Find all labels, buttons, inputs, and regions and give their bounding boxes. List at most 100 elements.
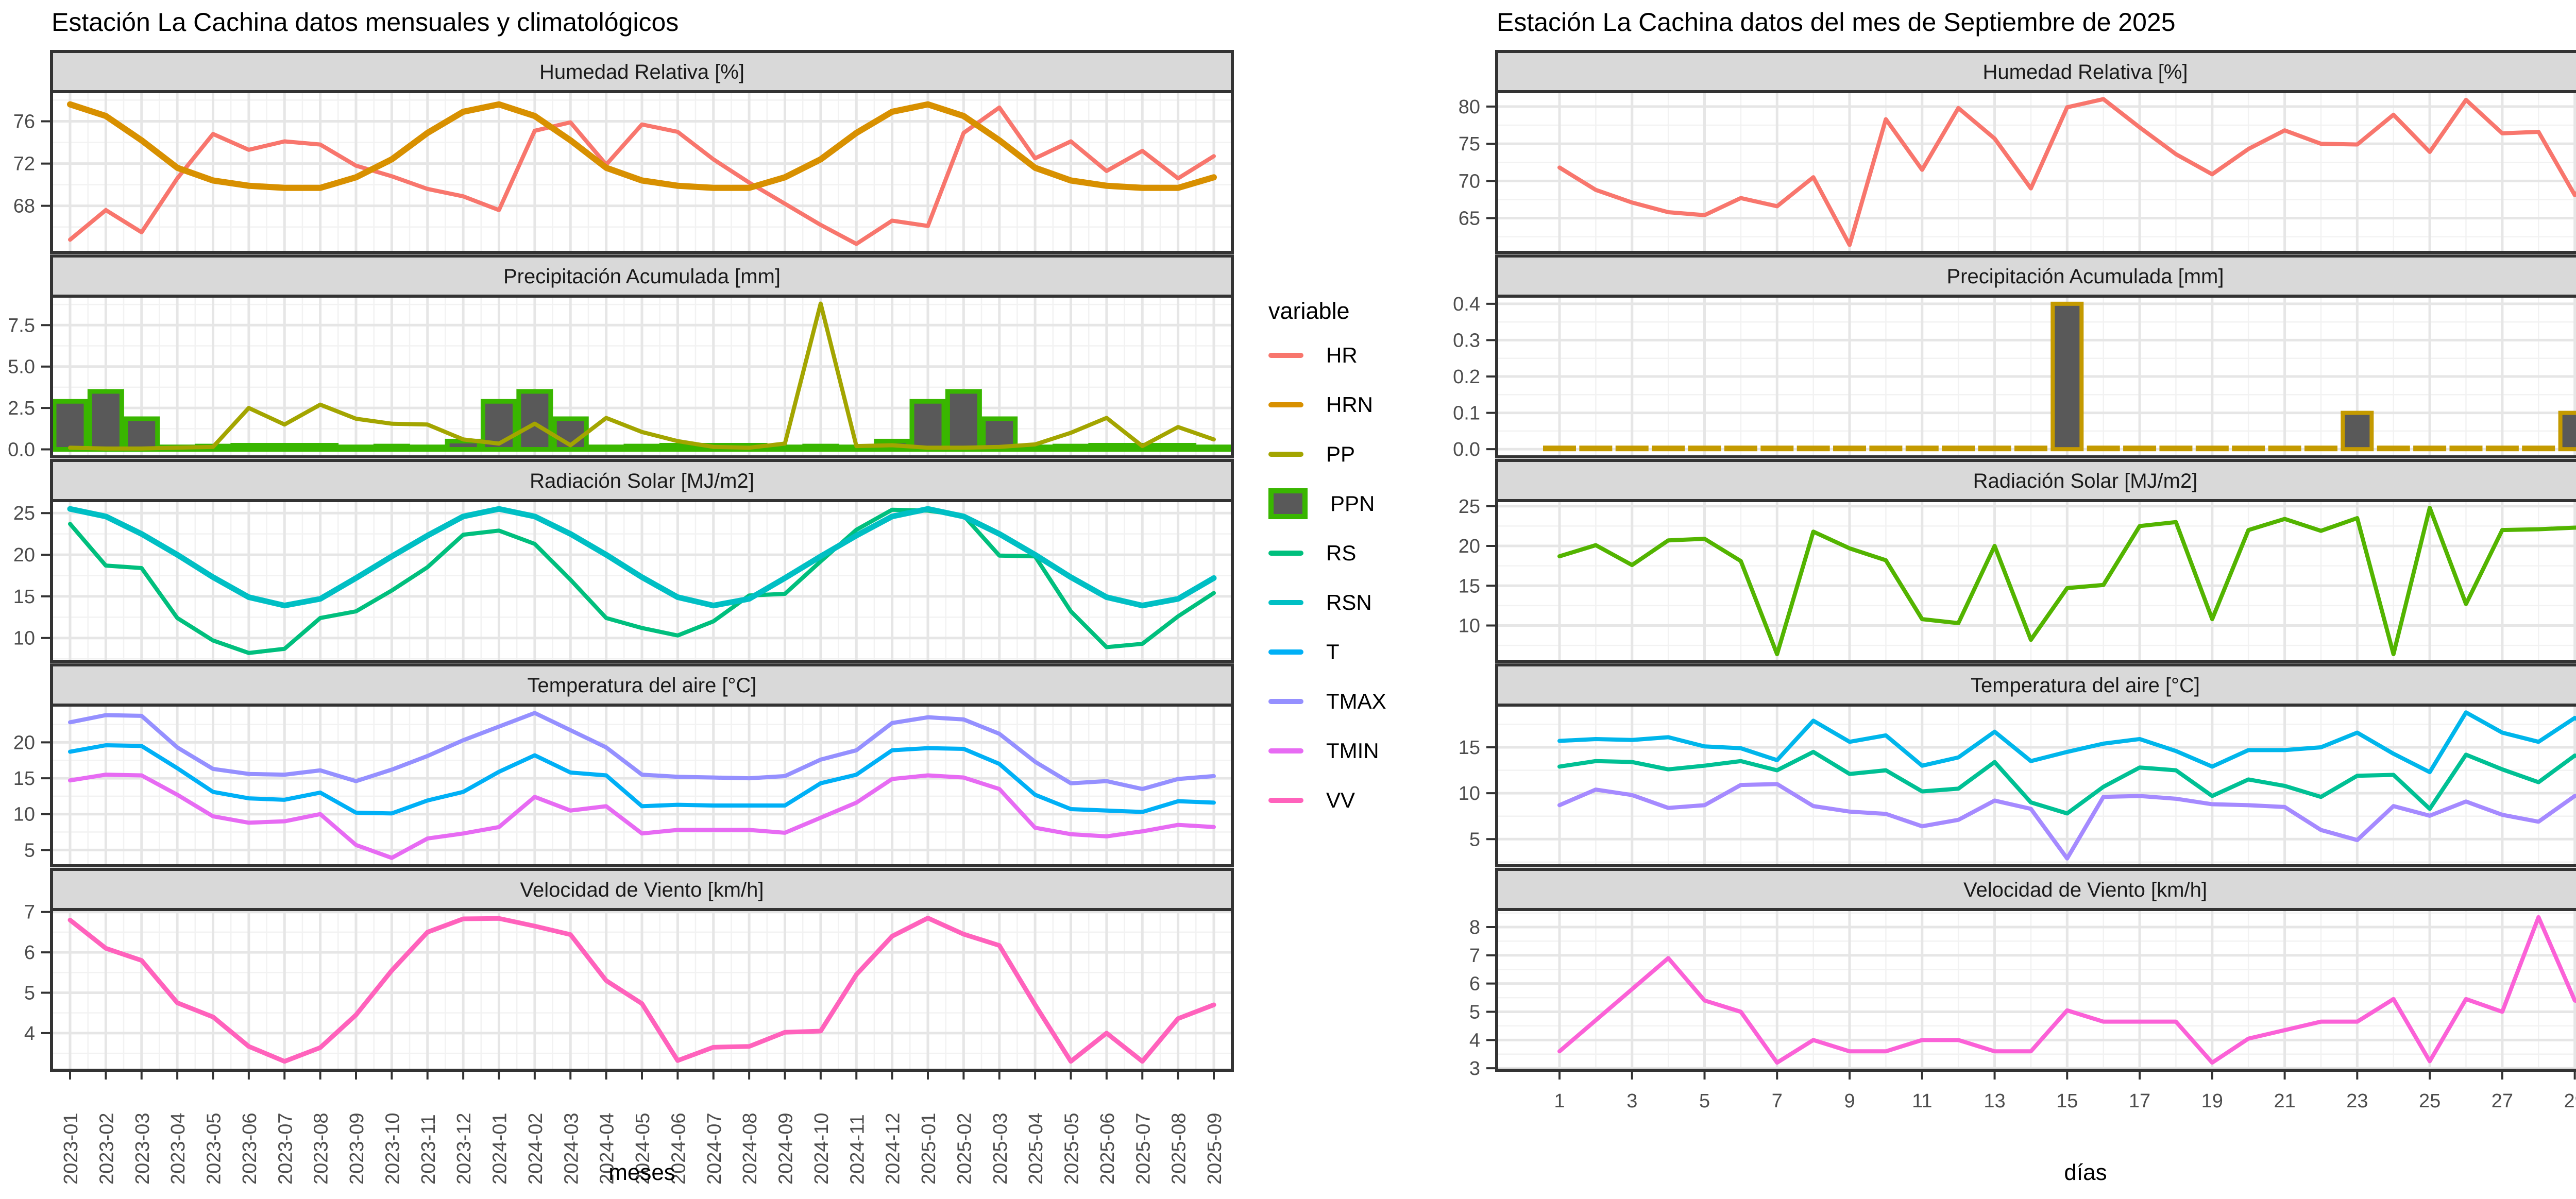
- x-tick-label: 2024-01: [489, 1113, 511, 1185]
- y-tick-label: 10: [13, 804, 35, 826]
- PPN-bar: [337, 444, 375, 452]
- y-tick-label: 65: [1459, 208, 1480, 230]
- PP-bar: [2268, 446, 2301, 452]
- x-tick-label: 2024-07: [704, 1113, 725, 1185]
- legend-item-label: RSN: [1326, 590, 1372, 614]
- facet-strip: [1495, 459, 2576, 502]
- right-panel-3: Temperatura del aire [°C] 15 10 5: [1459, 663, 2576, 867]
- panel-background: [1497, 501, 2576, 661]
- PP-bar: [2485, 446, 2519, 452]
- PPN-bar: [623, 443, 660, 452]
- PP-bar: [1869, 446, 1903, 452]
- PPN-bar: [1088, 442, 1125, 452]
- y-tick-label: 0.4: [1453, 294, 1480, 315]
- PPN-bar: [52, 399, 89, 452]
- PP-bar: [2232, 446, 2265, 452]
- PPN-bar: [409, 444, 446, 452]
- PP-bar: [2413, 446, 2447, 452]
- legend-item-label: T: [1326, 640, 1340, 664]
- facet-strip: [50, 50, 1234, 93]
- right-chart: Humedad Relativa [%]80757065Precipitació…: [1453, 50, 2576, 1112]
- x-tick-label: 2024-06: [668, 1113, 689, 1185]
- facet-strip-title: Radiación Solar [MJ/m2]: [530, 470, 754, 492]
- x-tick-label: 2024-04: [597, 1113, 618, 1185]
- y-tick-label: 0.3: [1453, 330, 1480, 351]
- x-tick-label: 2023-04: [167, 1113, 189, 1185]
- PP-bar: [1833, 446, 1867, 452]
- y-tick-label: 15: [13, 768, 35, 790]
- y-tick-label: 4: [1469, 1030, 1480, 1051]
- PPN-bar: [767, 444, 803, 452]
- x-tick-label: 15: [2056, 1090, 2078, 1112]
- y-tick-label: 15: [13, 586, 35, 608]
- y-tick-label: 20: [1459, 536, 1480, 557]
- PPN-bar: [87, 389, 124, 452]
- RS-line: [68, 507, 1216, 655]
- right-x-axis-title: días: [2064, 1160, 2107, 1185]
- y-tick-label: 0.0: [8, 439, 35, 461]
- y-tick-label: 0.0: [1453, 439, 1480, 460]
- legend-line-swatch: [1268, 600, 1303, 605]
- y-tick-label: 20: [13, 544, 35, 566]
- x-tick-label: 27: [2492, 1090, 2513, 1112]
- x-tick-label: 2025-03: [990, 1113, 1011, 1185]
- y-tick-label: 7: [1469, 945, 1480, 967]
- y-tick-label: 75: [1459, 133, 1480, 155]
- x-tick-label: 2025-01: [918, 1113, 940, 1185]
- PP-bar: [1797, 446, 1830, 452]
- x-tick-label: 2023-09: [346, 1113, 368, 1185]
- PP-bar: [1978, 446, 2011, 452]
- x-tick-label: 2023-10: [382, 1113, 403, 1185]
- x-tick-label: 9: [1844, 1090, 1855, 1112]
- PPN-bar: [588, 444, 625, 452]
- y-tick-label: 68: [13, 196, 35, 217]
- TMAX-line: [68, 711, 1216, 791]
- x-tick-label: 2024-12: [883, 1113, 904, 1185]
- legend-item-label: RS: [1326, 541, 1357, 565]
- PP-bar: [1543, 446, 1576, 452]
- x-tick-label: 29: [2564, 1090, 2576, 1112]
- PP-bar: [2304, 446, 2337, 452]
- y-tick-label: 10: [1459, 783, 1480, 804]
- x-tick-label: 2025-07: [1132, 1113, 1154, 1185]
- x-tick-label: 2023-01: [60, 1113, 82, 1185]
- left-legend-item-RS: RS: [1268, 538, 1386, 569]
- x-tick-label: 2025-05: [1061, 1113, 1083, 1185]
- legend-item-label: TMIN: [1326, 739, 1379, 763]
- facet-strip: [1495, 663, 2576, 707]
- PP-bar: [1688, 446, 1721, 452]
- x-tick-label: 1: [1554, 1090, 1565, 1112]
- y-tick-label: 5.0: [8, 356, 35, 378]
- legend-item-label: TMAX: [1326, 689, 1386, 713]
- y-tick-label: 15: [1459, 575, 1480, 597]
- VV-line: [67, 915, 1216, 1064]
- y-tick-label: 5: [1469, 1001, 1480, 1023]
- left-x-axis: 2023-01 2023-02 2023-03 2023-04 2023-05 2023-…: [60, 1070, 1226, 1185]
- legend-line-swatch: [1268, 402, 1303, 407]
- TMIN-line: [1557, 782, 2576, 861]
- y-tick-label: 76: [13, 111, 35, 132]
- facet-strip: [50, 663, 1234, 707]
- PP-bar: [2341, 410, 2374, 452]
- facet-strip: [50, 254, 1234, 298]
- T-line: [1557, 749, 2576, 816]
- x-tick-label: 3: [1626, 1090, 1637, 1112]
- left-panel-3: Temperatura del aire [°C] 20 15 10 5: [13, 663, 1234, 867]
- left-legend-item-TMIN: TMIN: [1268, 735, 1386, 766]
- x-tick-label: 5: [1699, 1090, 1710, 1112]
- left-legend-item-T: T: [1268, 637, 1386, 667]
- x-tick-label: 2025-09: [1204, 1113, 1226, 1185]
- PP-bar: [1905, 446, 1939, 452]
- panel-background: [1497, 705, 2576, 866]
- PPN-bar: [123, 416, 160, 452]
- right-panel-4: Velocidad de Viento [km/h] 8 7 6 5 4 3: [1469, 868, 2576, 1080]
- y-tick-label: 6: [1469, 973, 1480, 995]
- facet-strip-title: Humedad Relativa [%]: [539, 61, 744, 83]
- x-tick-label: 13: [1984, 1090, 2005, 1112]
- y-tick-label: 3: [1469, 1058, 1480, 1080]
- y-tick-label: 5: [24, 982, 35, 1004]
- left-legend-items: HR HRN PP PPN RS RSN T TMAX TMIN VV: [1268, 340, 1386, 816]
- right-panel-2: Radiación Solar [MJ/m2] 25 20 15 10: [1459, 459, 2576, 663]
- right-x-axis: 1357911131517192123252729: [1554, 1070, 2576, 1112]
